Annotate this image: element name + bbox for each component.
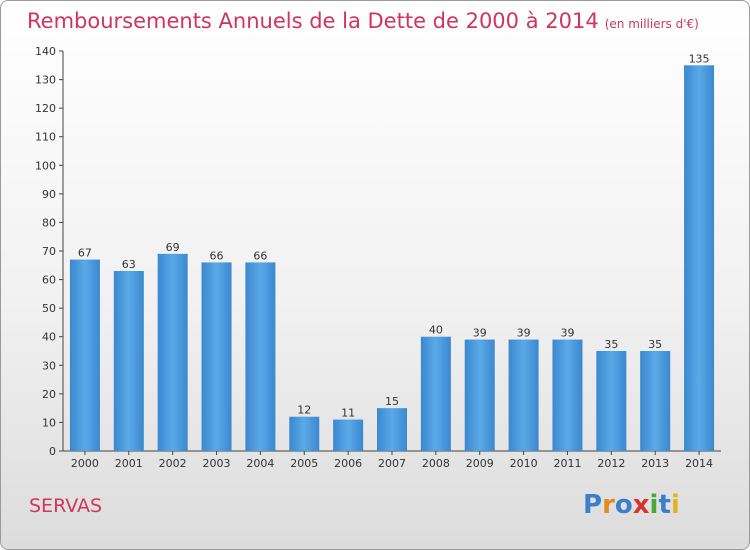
data-label: 39	[560, 327, 574, 340]
y-tick-label: 50	[42, 302, 56, 315]
chart-title-text: Remboursements Annuels de la Dette de 20…	[27, 9, 599, 33]
chart-axes: 0 10 20 30 40 50 60 70 80 90 100 110 120 130 140 2000 20…	[35, 45, 721, 470]
logo-letter: o	[614, 490, 633, 520]
x-tick-label: 2009	[466, 457, 494, 470]
x-tick-label: 2011	[553, 457, 581, 470]
x-tick-label: 2014	[685, 457, 713, 470]
data-label: 69	[166, 241, 180, 254]
data-label: 40	[429, 324, 443, 337]
y-tick-label: 100	[35, 159, 56, 172]
chart-title: Remboursements Annuels de la Dette de 20…	[27, 9, 699, 33]
data-label: 39	[473, 327, 487, 340]
x-tick-label: 2004	[246, 457, 274, 470]
y-tick-label: 70	[42, 245, 56, 258]
data-label: 66	[210, 249, 224, 262]
y-tick-label: 90	[42, 188, 56, 201]
logo-letter: t	[658, 490, 671, 520]
x-tick-label: 2006	[334, 457, 362, 470]
proxiti-logo: Proxiti	[583, 490, 680, 520]
y-tick-label: 80	[42, 216, 56, 229]
y-tick-label: 60	[42, 274, 56, 287]
data-label: 67	[78, 247, 92, 260]
data-label: 35	[604, 338, 618, 351]
x-tick-label: 2001	[115, 457, 143, 470]
data-label: 63	[122, 258, 136, 271]
bar	[157, 253, 188, 451]
data-label: 11	[341, 407, 355, 420]
x-tick-label: 2003	[203, 457, 231, 470]
y-tick-label: 40	[42, 331, 56, 344]
data-label: 66	[253, 249, 267, 262]
y-tick-label: 130	[35, 74, 56, 87]
logo-letter: i	[670, 490, 680, 520]
y-tick-label: 10	[42, 416, 56, 429]
logo-letter: x	[632, 490, 650, 520]
bar	[684, 65, 715, 452]
y-tick-label: 140	[35, 45, 56, 58]
x-tick-label: 2002	[159, 457, 187, 470]
bar	[508, 339, 539, 451]
x-tick-label: 2005	[290, 457, 318, 470]
commune-name: SERVAS	[29, 495, 103, 517]
bar	[596, 351, 627, 451]
x-tick-label: 2008	[422, 457, 450, 470]
logo-letter: P	[583, 490, 603, 520]
chart-unit: (en milliers d'€)	[604, 17, 699, 31]
data-label: 135	[689, 52, 710, 65]
data-label: 12	[297, 404, 311, 417]
y-tick-label: 120	[35, 102, 56, 115]
y-tick-label: 30	[42, 359, 56, 372]
bar	[464, 339, 495, 451]
x-tick-label: 2000	[71, 457, 99, 470]
x-tick-label: 2007	[378, 457, 406, 470]
y-tick-label: 0	[49, 445, 56, 458]
bar	[420, 336, 451, 451]
x-tick-label: 2010	[510, 457, 538, 470]
chart-bars: 67 63 69 66 66 12 11 15 40 39 39 39 35 35 135	[69, 52, 715, 452]
bar	[69, 259, 100, 451]
bar	[377, 408, 407, 451]
bar	[289, 416, 320, 451]
data-label: 39	[517, 327, 531, 340]
data-label: 35	[648, 338, 662, 351]
bar	[640, 351, 671, 451]
x-tick-label: 2012	[597, 457, 625, 470]
bar	[552, 339, 583, 451]
y-tick-label: 110	[35, 131, 56, 144]
logo-letter: i	[649, 490, 659, 520]
bar	[201, 262, 232, 451]
bar	[333, 419, 364, 451]
data-label: 15	[385, 395, 399, 408]
bar	[113, 271, 144, 451]
y-tick-label: 20	[42, 388, 56, 401]
bar	[245, 262, 276, 451]
x-tick-label: 2013	[641, 457, 669, 470]
logo-letter: r	[602, 490, 615, 520]
